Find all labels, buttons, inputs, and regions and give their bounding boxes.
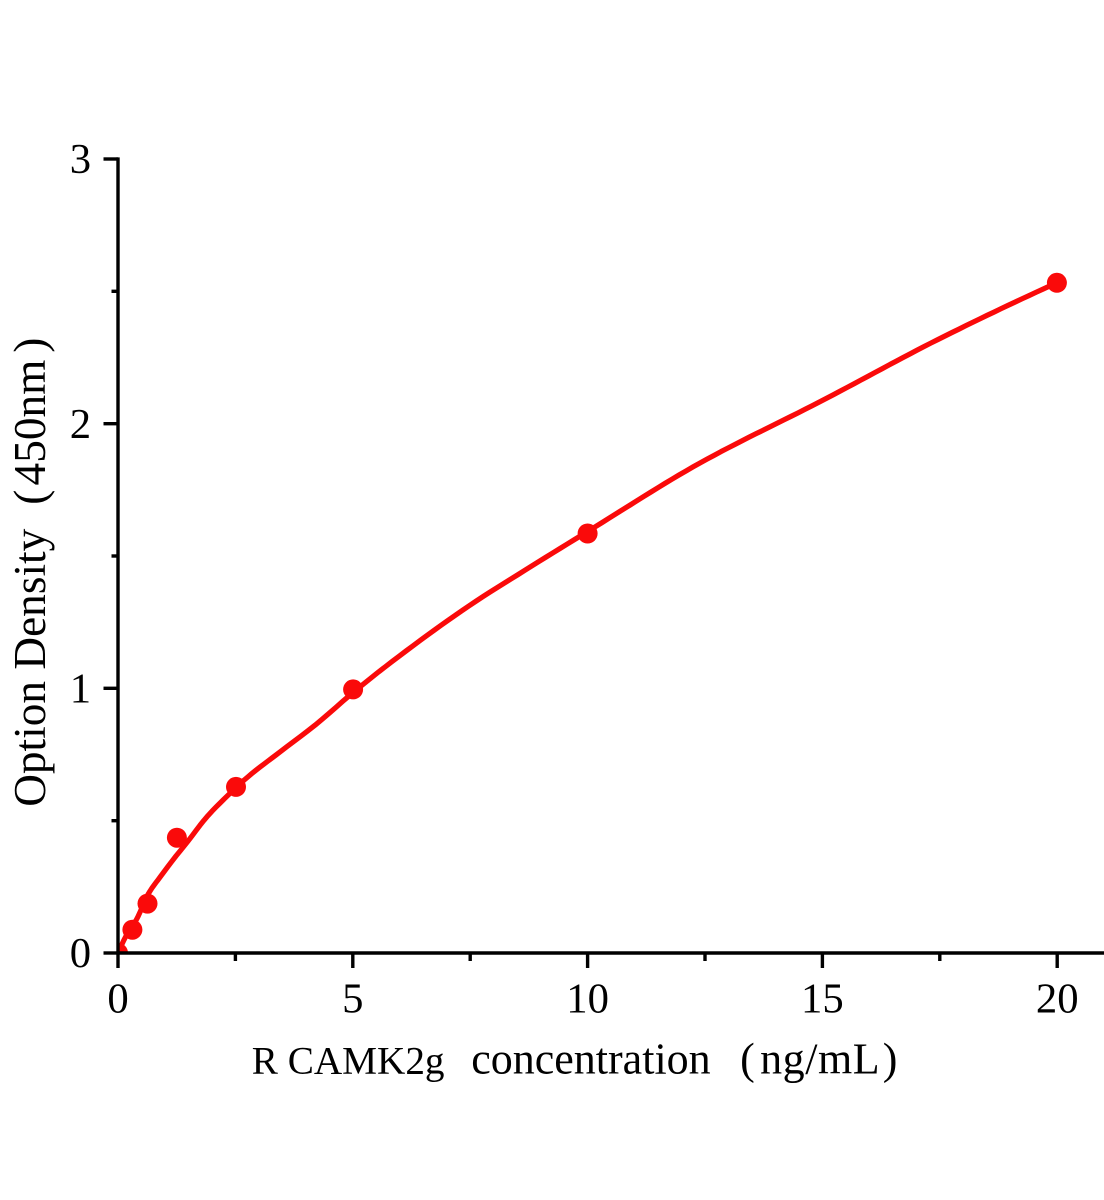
- svg-text:15: 15: [801, 976, 844, 1023]
- svg-text:3: 3: [70, 136, 91, 183]
- svg-text:Option Density(450nm): Option Density(450nm): [5, 338, 55, 807]
- svg-text:5: 5: [342, 976, 363, 1023]
- svg-text:20: 20: [1036, 976, 1079, 1023]
- svg-text:2: 2: [70, 401, 91, 448]
- svg-text:1: 1: [70, 666, 91, 713]
- svg-text:0: 0: [70, 930, 91, 977]
- svg-text:10: 10: [566, 976, 609, 1023]
- svg-text:0: 0: [107, 976, 128, 1023]
